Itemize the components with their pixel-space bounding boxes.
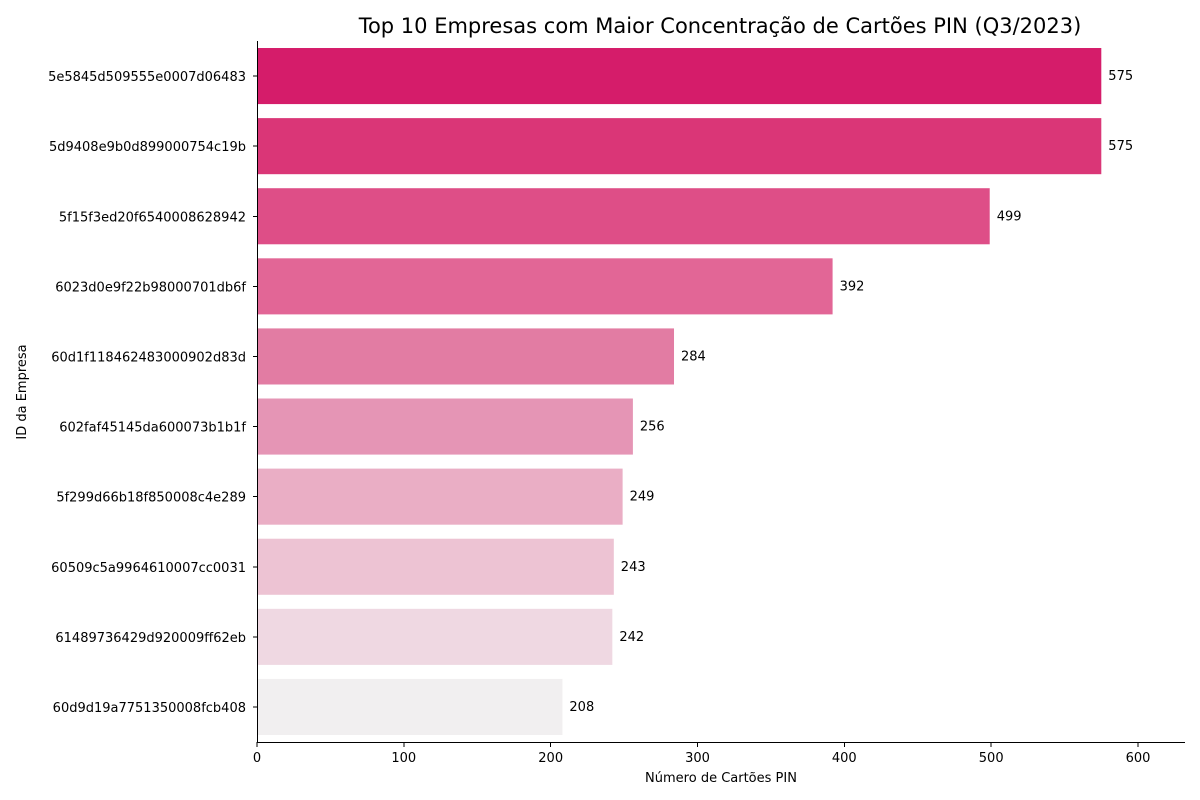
bar-3: [257, 188, 990, 245]
value-label-7: 249: [630, 490, 655, 505]
y-tick-label-5: 60d1f118462483000902d83d: [51, 350, 246, 365]
y-tick-label-4: 6023d0e9f22b98000701db6f: [55, 280, 246, 295]
value-label-6: 256: [640, 420, 665, 435]
bars-group: [257, 48, 1102, 735]
y-axis-label: ID da Empresa: [15, 344, 30, 439]
bar-5: [257, 328, 675, 385]
x-tick-label-100: 100: [391, 751, 416, 766]
chart-title: Top 10 Empresas com Maior Concentração d…: [358, 14, 1082, 38]
bar-2: [257, 118, 1102, 175]
bar-6: [257, 398, 633, 455]
y-tick-label-10: 60d9d19a7751350008fcb408: [53, 701, 246, 716]
value-label-8: 243: [621, 560, 646, 575]
value-labels-group: 575 575 499 392 284 256 249 243 242 208: [569, 69, 1133, 715]
y-tick-label-6: 602faf45145da600073b1b1f: [59, 421, 246, 436]
y-tick-label-3: 5f15f3ed20f6540008628942: [59, 210, 246, 225]
bar-10: [257, 678, 563, 735]
value-label-4: 392: [840, 279, 865, 294]
bar-1: [257, 48, 1102, 105]
x-axis-label: Número de Cartões PIN: [645, 771, 797, 786]
bar-9: [257, 608, 613, 665]
y-tick-label-1: 5e5845d509555e0007d06483: [48, 70, 246, 85]
value-label-3: 499: [997, 209, 1022, 224]
value-label-5: 284: [681, 349, 706, 364]
x-tick-label-0: 0: [253, 751, 261, 766]
y-axis-ticks: 5e5845d509555e0007d06483 5d9408e9b0d89900…: [48, 70, 257, 716]
value-label-9: 242: [619, 630, 644, 645]
x-tick-label-600: 600: [1126, 751, 1151, 766]
x-tick-label-400: 400: [832, 751, 857, 766]
value-label-10: 208: [569, 700, 594, 715]
y-tick-label-2: 5d9408e9b0d899000754c19b: [49, 140, 246, 155]
y-tick-label-9: 61489736429d920009ff62eb: [55, 631, 246, 646]
y-tick-label-8: 60509c5a9964610007cc0031: [51, 561, 246, 576]
value-label-1: 575: [1108, 69, 1133, 84]
value-label-2: 575: [1108, 139, 1133, 154]
x-tick-label-500: 500: [979, 751, 1004, 766]
y-tick-label-7: 5f299d66b18f850008c4e289: [56, 491, 246, 506]
bar-7: [257, 468, 623, 525]
bar-8: [257, 538, 614, 595]
x-axis-ticks: 0 100 200 300 400 500 600: [253, 742, 1151, 766]
x-tick-label-300: 300: [685, 751, 710, 766]
x-tick-label-200: 200: [538, 751, 563, 766]
bar-4: [257, 258, 833, 315]
